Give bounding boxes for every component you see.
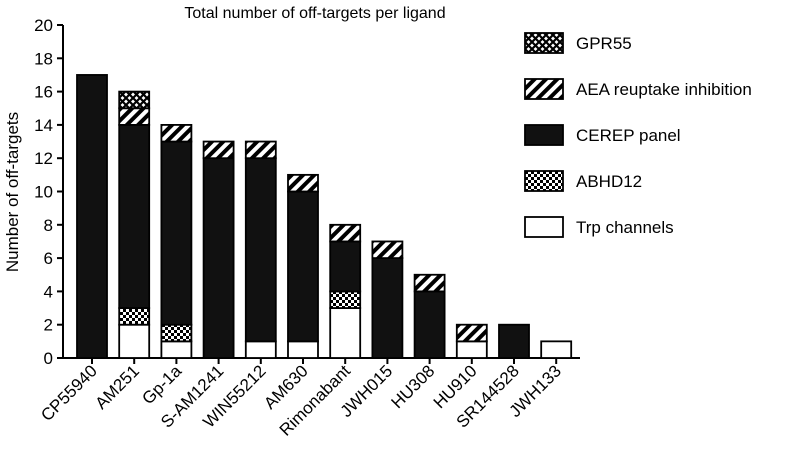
- bar-segment-aea-reuptake-inhibition: [413, 273, 446, 293]
- bar-SR144528: [498, 323, 530, 359]
- bar-CP55940: [76, 74, 108, 359]
- legend-item-cerep-panel: CEREP panel: [524, 124, 681, 146]
- y-tick-label: 2: [44, 316, 53, 335]
- bar-segment-cerep-panel: [371, 257, 404, 359]
- x-tick-label: AM251: [91, 361, 143, 413]
- bar-HU308: [413, 273, 446, 359]
- bar-segment-aea-reuptake-inhibition: [287, 173, 319, 193]
- bar-segment-aea-reuptake-inhibition: [455, 323, 488, 343]
- bar-segment-cerep-panel: [498, 323, 530, 359]
- bar-JWH133: [540, 340, 573, 359]
- bar-segment-cerep-panel: [413, 290, 446, 359]
- y-tick-label: 20: [34, 16, 53, 35]
- bar-HU910: [455, 323, 488, 359]
- bar-segment-cerep-panel: [202, 157, 235, 359]
- bar-segment-aea-reuptake-inhibition: [118, 107, 151, 126]
- bar-segment-trp-channels: [455, 340, 488, 359]
- bars: [76, 74, 573, 359]
- legend-swatch: [524, 216, 564, 238]
- bar-segment-aea-reuptake-inhibition: [244, 140, 277, 160]
- y-tick-label: 8: [44, 216, 53, 235]
- legend-label: ABHD12: [576, 172, 642, 191]
- bar-segment-cerep-panel: [76, 74, 108, 359]
- legend-label: GPR55: [576, 34, 632, 53]
- legend-item-trp-channels: Trp channels: [524, 216, 674, 238]
- bar-segment-aea-reuptake-inhibition: [202, 140, 235, 160]
- bar-segment-trp-channels: [540, 340, 573, 359]
- y-tick-label: 6: [44, 249, 53, 268]
- y-tick-label: 14: [34, 116, 53, 135]
- legend-swatch: [524, 78, 564, 100]
- y-tick-label: 10: [34, 183, 53, 202]
- bar-segment-aea-reuptake-inhibition: [160, 124, 193, 143]
- y-tick-label: 4: [44, 282, 53, 301]
- legend-swatch: [524, 124, 564, 146]
- bar-Rimonabant: [329, 223, 362, 359]
- legend-swatch: [524, 170, 564, 192]
- y-axis-label: Number of off-targets: [3, 112, 22, 272]
- y-tick-label: 18: [34, 49, 53, 68]
- bar-segment-aea-reuptake-inhibition: [371, 240, 404, 259]
- bar-segment-trp-channels: [160, 340, 193, 359]
- legend-item-gpr55: GPR55: [524, 32, 632, 54]
- bar-S-AM1241: [202, 140, 235, 359]
- bar-segment-abhd12: [160, 323, 193, 343]
- legend-item-aea-reuptake-inhibition: AEA reuptake inhibition: [524, 78, 752, 100]
- x-axis: CP55940AM251Gp-1aS-AM1241WIN55212AM630Ri…: [37, 357, 580, 440]
- x-tick-label: HU308: [388, 361, 439, 412]
- bar-segment-trp-channels: [118, 323, 151, 359]
- legend: GPR55 AEA reuptake inhibition CEREP panel A…: [524, 32, 752, 238]
- chart-title: Total number of off-targets per ligand: [184, 5, 445, 22]
- bar-segment-trp-channels: [287, 340, 319, 359]
- y-tick-label: 12: [34, 149, 53, 168]
- bar-segment-trp-channels: [244, 340, 277, 359]
- bar-segment-abhd12: [329, 290, 362, 309]
- bar-WIN55212: [244, 140, 277, 359]
- bar-AM630: [287, 173, 319, 359]
- legend-label: AEA reuptake inhibition: [576, 80, 752, 99]
- bar-segment-aea-reuptake-inhibition: [329, 223, 362, 243]
- bar-segment-trp-channels: [329, 307, 362, 359]
- bar-JWH015: [371, 240, 404, 359]
- legend-label: CEREP panel: [576, 126, 681, 145]
- y-tick-label: 16: [34, 83, 53, 102]
- legend-swatch: [524, 32, 564, 54]
- bar-AM251: [118, 90, 151, 359]
- bar-segment-cerep-panel: [244, 157, 277, 343]
- bar-segment-gpr55: [118, 90, 151, 110]
- bar-segment-cerep-panel: [118, 124, 151, 309]
- y-axis: 0 2 4 6 8 10 12 14 16 18 20: [34, 16, 64, 368]
- legend-item-abhd12: ABHD12: [524, 170, 642, 192]
- bar-Gp-1a: [160, 124, 193, 359]
- bar-segment-cerep-panel: [160, 140, 193, 326]
- bar-segment-abhd12: [118, 307, 151, 326]
- bar-segment-cerep-panel: [329, 240, 362, 293]
- x-tick-label: CP55940: [37, 361, 101, 425]
- bar-segment-cerep-panel: [287, 190, 319, 343]
- y-tick-label: 0: [44, 349, 53, 368]
- legend-label: Trp channels: [576, 218, 674, 237]
